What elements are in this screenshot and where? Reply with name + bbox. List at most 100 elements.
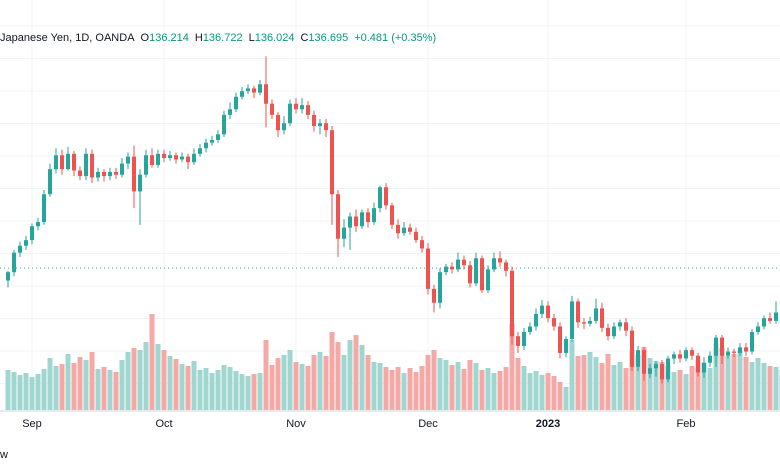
candle-body xyxy=(750,332,754,352)
volume-bar xyxy=(53,366,59,410)
candle-body xyxy=(648,368,652,374)
volume-bar xyxy=(731,354,737,410)
volume-bar xyxy=(491,373,497,410)
candle-body xyxy=(396,224,400,234)
volume-bar xyxy=(557,382,563,410)
candle-body xyxy=(54,155,58,170)
candle-body xyxy=(714,337,718,356)
candle-body xyxy=(408,227,412,232)
volume-bar xyxy=(497,371,503,410)
candle-body xyxy=(276,114,280,131)
candle-body xyxy=(198,148,202,154)
volume-bar xyxy=(203,368,209,410)
volume-bar xyxy=(29,377,35,410)
volume-bar xyxy=(281,355,287,410)
volume-bar xyxy=(383,367,389,410)
volume-bar xyxy=(773,367,779,410)
open-value: 136.214 xyxy=(149,32,189,44)
candle-body xyxy=(498,258,502,263)
candle-body xyxy=(312,114,316,126)
volume-bar xyxy=(113,372,119,410)
candle-body xyxy=(654,364,658,369)
volume-bar xyxy=(533,371,539,410)
candle-body xyxy=(636,350,640,367)
candle-body xyxy=(84,153,88,177)
candle-body xyxy=(282,123,286,131)
volume-bar xyxy=(17,375,23,410)
candle-body xyxy=(426,248,430,289)
volume-bar xyxy=(395,367,401,410)
volume-bar xyxy=(761,363,767,410)
candle-body xyxy=(6,272,10,281)
volume-bar xyxy=(347,340,353,410)
candle-body xyxy=(48,169,52,195)
volume-bar xyxy=(101,367,107,410)
high-value: 136.722 xyxy=(202,32,243,44)
volume-bar xyxy=(479,370,485,410)
candle-body xyxy=(126,156,130,164)
volume-bar xyxy=(167,356,173,410)
volume-bar xyxy=(77,357,83,410)
volume-bar xyxy=(59,364,65,410)
volume-bar xyxy=(413,372,419,410)
candle-body xyxy=(618,322,622,327)
candle-body xyxy=(528,326,532,333)
candle-body xyxy=(18,245,22,253)
volume-bar xyxy=(425,355,431,410)
volume-bars xyxy=(5,314,780,410)
candle-body xyxy=(546,305,550,319)
candle-body xyxy=(114,171,118,175)
volume-bar xyxy=(329,332,335,410)
volume-bar xyxy=(365,355,371,410)
volume-bar xyxy=(161,350,167,410)
candle-body xyxy=(468,265,472,284)
candle-body xyxy=(354,216,358,227)
candle-body xyxy=(600,308,604,328)
candle-body xyxy=(474,258,478,284)
volume-bar xyxy=(671,372,677,410)
volume-bar xyxy=(341,355,347,410)
volume-bar xyxy=(179,364,185,410)
volume-bar xyxy=(569,340,575,410)
candle-body xyxy=(288,103,292,124)
candle-body xyxy=(564,339,568,353)
volume-bar xyxy=(287,350,293,410)
volume-bar xyxy=(119,360,125,410)
candle-body xyxy=(228,109,232,115)
volume-bar xyxy=(173,359,179,410)
volume-bar xyxy=(593,357,599,410)
volume-bar xyxy=(431,350,437,410)
candle-body xyxy=(132,156,136,192)
volume-bar xyxy=(317,352,323,410)
volume-bar xyxy=(653,361,659,410)
volume-bar xyxy=(449,365,455,410)
candle-body xyxy=(420,240,424,249)
volume-bar xyxy=(251,374,257,410)
candle-body xyxy=(210,139,214,143)
candle-body xyxy=(678,354,682,359)
volume-bar xyxy=(707,368,713,410)
volume-bar xyxy=(407,368,413,410)
volume-bar xyxy=(695,360,701,410)
volume-bar xyxy=(131,348,137,410)
volume-bar xyxy=(371,362,377,410)
low-label: L xyxy=(248,32,255,44)
candle-body xyxy=(684,350,688,359)
candle-body xyxy=(738,347,742,353)
volume-bar xyxy=(359,345,365,410)
volume-bar xyxy=(293,362,299,410)
low-value: 136.024 xyxy=(254,32,295,44)
candle-body xyxy=(336,194,340,239)
volume-bar xyxy=(95,369,101,410)
candle-body xyxy=(720,337,724,356)
volume-bar xyxy=(419,366,425,410)
volume-bar xyxy=(701,363,707,410)
candle-body xyxy=(552,318,556,327)
volume-bar xyxy=(353,335,359,410)
volume-bar xyxy=(455,362,461,410)
volume-bar xyxy=(503,367,509,410)
volume-bar xyxy=(221,365,227,410)
candle-body xyxy=(36,222,40,227)
candle-body xyxy=(318,123,322,126)
